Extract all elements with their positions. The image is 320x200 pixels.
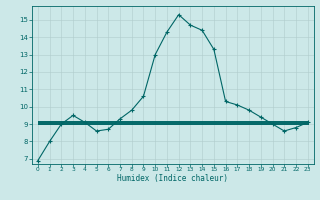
X-axis label: Humidex (Indice chaleur): Humidex (Indice chaleur) — [117, 174, 228, 183]
